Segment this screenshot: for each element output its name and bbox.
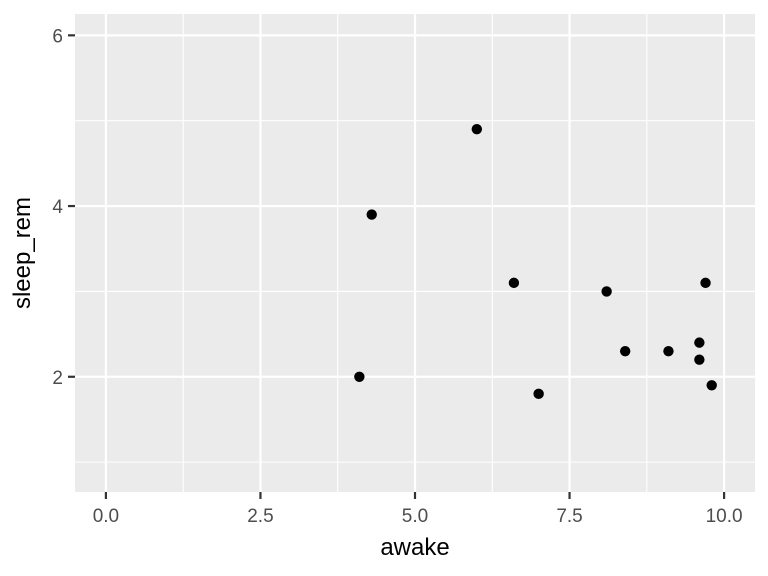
data-point	[601, 286, 612, 297]
data-point	[366, 209, 377, 220]
y-axis-title: sleep_rem	[9, 197, 36, 309]
x-tick-label: 2.5	[247, 506, 273, 527]
x-tick-label: 5.0	[402, 506, 428, 527]
data-point	[694, 354, 705, 365]
y-tick-label: 6	[52, 26, 63, 47]
data-point	[354, 371, 365, 382]
data-point	[471, 124, 483, 135]
x-tick-label: 10.0	[706, 506, 743, 527]
x-axis-title: awake	[380, 534, 449, 561]
data-point	[663, 345, 674, 357]
x-axis: 0.0 2.5 5.0 7.5 10.0	[93, 492, 743, 527]
data-point	[694, 337, 705, 348]
x-tick-label: 7.5	[556, 506, 582, 527]
y-axis: 2 4 6	[52, 26, 75, 389]
data-point	[700, 277, 711, 289]
y-tick-label: 2	[52, 368, 63, 389]
data-points	[354, 124, 717, 400]
data-point	[706, 380, 717, 391]
y-tick-label: 4	[52, 197, 63, 218]
data-point	[508, 277, 520, 289]
major-gridlines	[75, 14, 755, 492]
data-point	[619, 345, 631, 357]
data-point	[533, 388, 544, 400]
x-tick-label: 0.0	[93, 506, 119, 527]
